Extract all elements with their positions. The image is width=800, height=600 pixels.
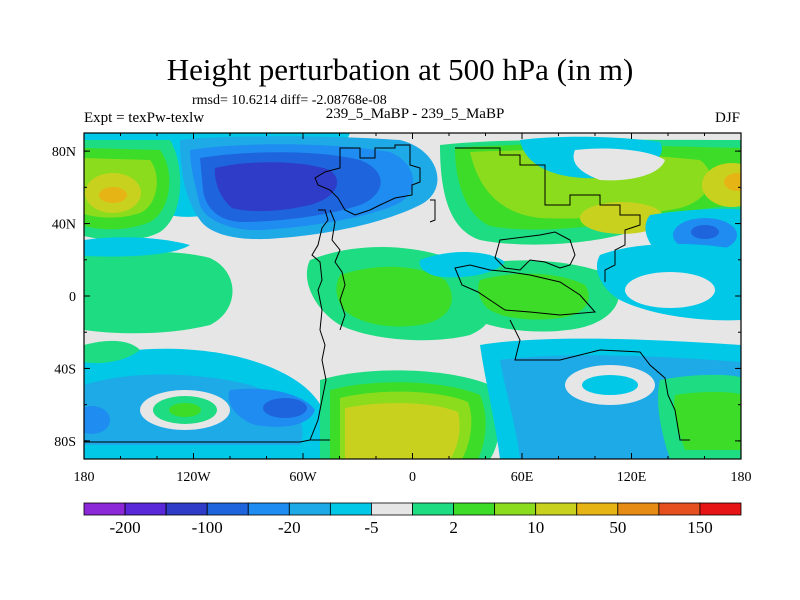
contour-lime-spac-east xyxy=(674,391,741,450)
rmsd-stats: rmsd= 10.6214 diff= -2.08768e-08 xyxy=(192,93,387,108)
contour-deep-nwp xyxy=(691,225,719,239)
x-tick-label: 180 xyxy=(731,470,752,485)
axis-ticks: 180 120W 60W 0 60E 120E 180 80N 40N 0 40S 80S xyxy=(52,133,752,485)
colorbar-swatch xyxy=(494,502,537,516)
season-label: DJF xyxy=(714,110,740,126)
contour-cyan-indian xyxy=(419,251,505,278)
contour-lightgray-pacific xyxy=(625,272,715,308)
contour-map xyxy=(84,133,741,459)
y-tick-label: 40S xyxy=(54,362,76,377)
africa-outline xyxy=(454,264,597,316)
contour-lightgray-arctic xyxy=(573,148,665,181)
colorbar-label: -20 xyxy=(278,518,301,537)
experiment-label: Expt = texPw-texlw xyxy=(84,110,205,126)
x-tick-label: 120W xyxy=(176,470,211,485)
americas-outline xyxy=(309,209,329,441)
colorbar-label: 150 xyxy=(687,518,713,537)
contour-deep-south xyxy=(263,398,307,418)
colorbar-label: 2 xyxy=(449,518,458,537)
greenland-outline xyxy=(314,144,421,216)
antarctica-outline xyxy=(84,439,330,443)
contour-green-spac xyxy=(84,340,140,364)
contour-dark-na xyxy=(214,162,338,212)
contour-gold-asia xyxy=(580,202,664,234)
colorbar-swatch xyxy=(699,502,742,516)
chart-title: Height perturbation at 500 hPa (in m) xyxy=(166,52,634,87)
colorbar-swatch xyxy=(247,502,290,516)
y-tick-label: 40N xyxy=(52,218,76,233)
colorbar: -200 -100 -20 -5 2 10 50 150 xyxy=(83,502,742,537)
colorbar-label: -5 xyxy=(364,518,378,537)
contour-lime-ring-sp xyxy=(169,403,201,417)
colorbar-label: 50 xyxy=(609,518,626,537)
colorbar-label: -200 xyxy=(109,518,140,537)
colorbar-swatch xyxy=(124,502,167,516)
case-label: 239_5_MaBP - 239_5_MaBP xyxy=(325,106,505,122)
x-tick-label: 0 xyxy=(409,470,416,485)
x-tick-label: 180 xyxy=(74,470,95,485)
contour-blue-sw xyxy=(84,406,110,434)
colorbar-swatch xyxy=(165,502,208,516)
arabia-outline xyxy=(429,199,436,223)
contour-orange-nep xyxy=(99,187,127,203)
y-tick-label: 0 xyxy=(69,290,76,305)
colorbar-swatch xyxy=(658,502,701,516)
contour-lime-atlantic xyxy=(336,266,452,327)
contour-orange-eastasia xyxy=(724,173,741,191)
colorbar-swatch xyxy=(371,502,413,516)
contour-green-tropics-west xyxy=(84,251,233,334)
contour-gold-eastasia xyxy=(702,163,741,207)
continent-outlines xyxy=(84,144,690,443)
colorbar-swatch xyxy=(288,502,331,516)
colorbar-swatch xyxy=(453,502,496,516)
x-tick-label: 60W xyxy=(289,470,317,485)
colorbar-swatch xyxy=(329,502,372,516)
colorbar-label: 10 xyxy=(527,518,544,537)
colorbar-swatch xyxy=(412,502,454,516)
colorbar-swatch xyxy=(576,502,619,516)
x-tick-label: 60E xyxy=(511,470,534,485)
colorbar-swatch xyxy=(83,502,126,516)
colorbar-swatch xyxy=(206,502,249,516)
colorbar-swatch xyxy=(535,502,578,516)
y-tick-label: 80S xyxy=(54,435,76,450)
americas-east-outline xyxy=(329,209,346,331)
asia-inner-outline xyxy=(494,231,576,271)
y-tick-label: 80N xyxy=(52,145,76,160)
contour-cyan-tropics-west xyxy=(84,237,190,257)
australia-outline xyxy=(509,319,690,441)
contour-cyan-ring-sio xyxy=(582,375,638,395)
contour-lime-indian xyxy=(478,273,589,320)
contour-gold-satl xyxy=(345,403,460,459)
x-tick-label: 120E xyxy=(617,470,647,485)
eurasia-outline xyxy=(455,147,641,282)
colorbar-swatch xyxy=(617,502,660,516)
colorbar-label: -100 xyxy=(192,518,223,537)
